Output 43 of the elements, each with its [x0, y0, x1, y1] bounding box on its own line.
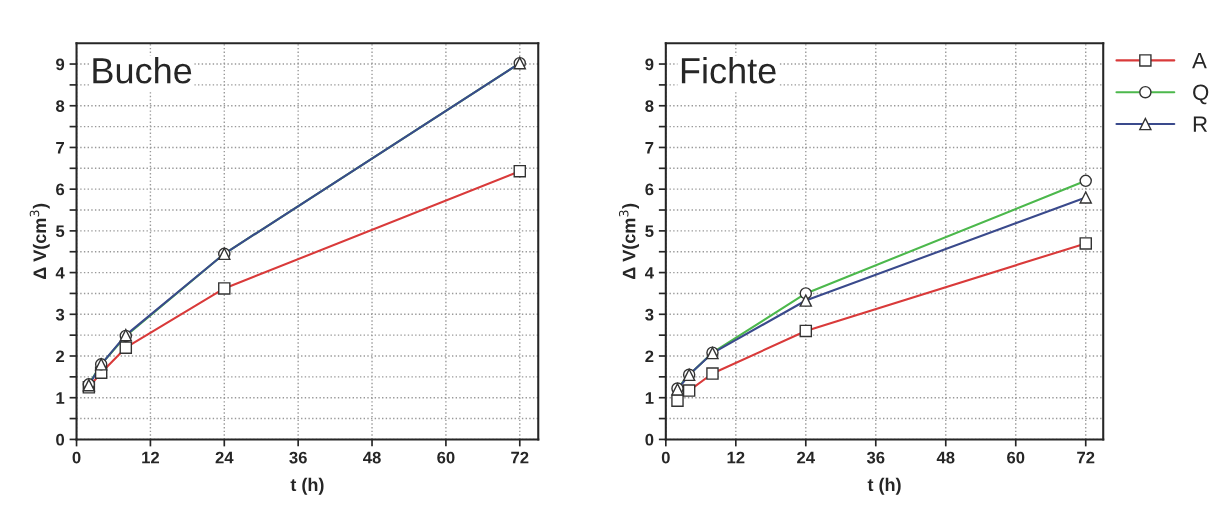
y-tick-label: 9: [56, 58, 65, 71]
y-tick-label: 6: [56, 183, 65, 196]
x-axis-title: t (h): [867, 477, 901, 495]
chart-title: Fichte: [681, 57, 776, 84]
y-tick-label: 0: [56, 433, 65, 446]
y-tick-label: 6: [645, 183, 654, 196]
x-tick-label: 24: [797, 451, 815, 464]
y-tick-label: 3: [55, 308, 65, 321]
x-axis-title: t (h): [290, 477, 324, 495]
x-tick-label: 0: [72, 451, 81, 464]
y-tick-label: 7: [645, 142, 654, 154]
x-tick-label: 48: [363, 451, 381, 464]
y-tick-label: 3: [645, 308, 654, 321]
y-axis-title: Δ V(cm$^{3}$): [618, 203, 640, 280]
x-tick-label: 72: [511, 451, 529, 464]
y-tick-label: 8: [645, 100, 654, 112]
legend-label: A: [1192, 52, 1207, 69]
y-tick-label: 4: [645, 267, 654, 279]
y-tick-label: 8: [56, 100, 65, 112]
chart-title: Buche: [93, 57, 192, 84]
x-tick-label: 60: [1007, 451, 1025, 464]
x-tick-label: 60: [437, 451, 455, 464]
y-tick-label: 2: [645, 350, 654, 363]
x-tick-label: 36: [866, 451, 885, 464]
x-tick-label: 48: [936, 451, 955, 464]
y-axis-title: Δ V(cm$^{3}$): [29, 203, 50, 280]
x-tick-label: 72: [1077, 451, 1095, 464]
y-tick-label: 5: [645, 225, 654, 238]
y-tick-label: 1: [645, 392, 654, 404]
legend-label: R: [1193, 116, 1208, 132]
legend-label: Q: [1193, 84, 1209, 105]
x-tick-label: 0: [661, 451, 670, 464]
x-tick-label: 12: [727, 451, 745, 464]
x-tick-label: 36: [289, 451, 307, 464]
y-tick-label: 1: [56, 392, 65, 404]
y-tick-label: 0: [645, 433, 654, 446]
x-tick-label: 24: [215, 451, 234, 464]
x-tick-label: 12: [142, 451, 160, 464]
y-tick-label: 4: [55, 267, 65, 279]
y-tick-label: 7: [56, 142, 65, 154]
y-tick-label: 9: [645, 58, 654, 71]
y-tick-label: 2: [56, 350, 65, 363]
y-tick-label: 5: [55, 225, 65, 238]
